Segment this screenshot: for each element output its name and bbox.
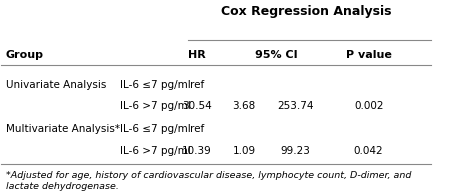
Text: 0.042: 0.042	[354, 146, 383, 156]
Text: 0.002: 0.002	[354, 101, 383, 111]
Text: Multivariate Analysis*: Multivariate Analysis*	[6, 125, 119, 134]
Text: IL-6 ≤7 pg/ml: IL-6 ≤7 pg/ml	[119, 125, 190, 134]
Text: 10.39: 10.39	[182, 146, 212, 156]
Text: Group: Group	[6, 50, 44, 60]
Text: 30.54: 30.54	[182, 101, 212, 111]
Text: 99.23: 99.23	[281, 146, 310, 156]
Text: IL-6 ≤7 pg/ml: IL-6 ≤7 pg/ml	[119, 80, 190, 90]
Text: ref: ref	[190, 125, 204, 134]
Text: 3.68: 3.68	[232, 101, 255, 111]
Text: Cox Regression Analysis: Cox Regression Analysis	[221, 5, 392, 18]
Text: ref: ref	[190, 80, 204, 90]
Text: P value: P value	[346, 50, 392, 60]
Text: 253.74: 253.74	[277, 101, 314, 111]
Text: HR: HR	[188, 50, 206, 60]
Text: 95% CI: 95% CI	[255, 50, 298, 60]
Text: Univariate Analysis: Univariate Analysis	[6, 80, 106, 90]
Text: *Adjusted for age, history of cardiovascular disease, lymphocyte count, D-dimer,: *Adjusted for age, history of cardiovasc…	[6, 171, 411, 180]
Text: IL-6 >7 pg/ml: IL-6 >7 pg/ml	[119, 101, 190, 111]
Text: IL-6 >7 pg/ml: IL-6 >7 pg/ml	[119, 146, 190, 156]
Text: lactate dehydrogenase.: lactate dehydrogenase.	[6, 182, 118, 191]
Text: 1.09: 1.09	[233, 146, 255, 156]
